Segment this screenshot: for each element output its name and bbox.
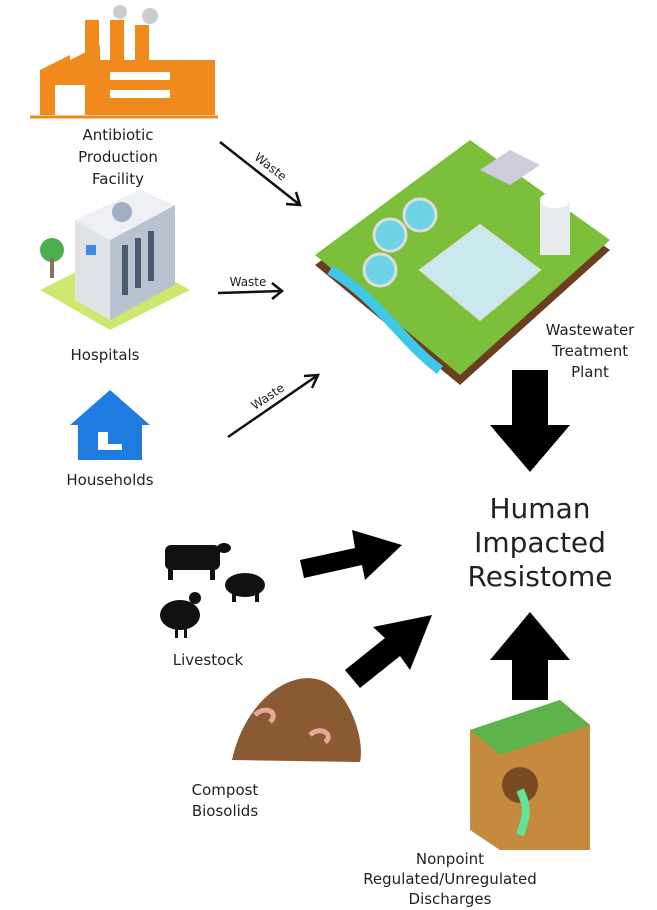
node-label: Production — [78, 148, 158, 166]
node-labels: Antibiotic Production Facility Hospitals… — [66, 126, 635, 908]
node-label: Nonpoint — [416, 850, 484, 868]
wwtp-icon — [315, 140, 610, 385]
factory-icon — [30, 5, 218, 119]
edge-label: Waste — [252, 150, 290, 184]
node-label: Antibiotic — [83, 126, 154, 144]
node-label: Regulated/Unregulated — [363, 870, 537, 888]
center-label: Human — [490, 492, 591, 525]
node-label: Facility — [92, 170, 144, 188]
center-label: Impacted — [474, 526, 606, 559]
node-label: Compost — [192, 781, 259, 799]
compost-icon — [232, 678, 361, 762]
livestock-icon — [160, 543, 265, 638]
edge-label: Waste — [249, 381, 287, 413]
node-label: Discharges — [409, 890, 492, 908]
hospital-icon — [40, 190, 190, 330]
house-icon — [70, 390, 150, 460]
edge-label: Waste — [230, 275, 267, 289]
node-label: Hospitals — [70, 346, 139, 364]
big-arrows — [300, 370, 570, 700]
center-label: Resistome — [468, 560, 613, 593]
node-label: Households — [66, 471, 153, 489]
node-label: Livestock — [173, 651, 244, 669]
waste-arrows — [217, 141, 321, 439]
node-label: Biosolids — [192, 802, 258, 820]
node-label: Treatment — [551, 342, 628, 360]
discharge-icon — [470, 700, 590, 850]
node-label: Plant — [571, 363, 609, 381]
node-label: Wastewater — [546, 321, 636, 339]
